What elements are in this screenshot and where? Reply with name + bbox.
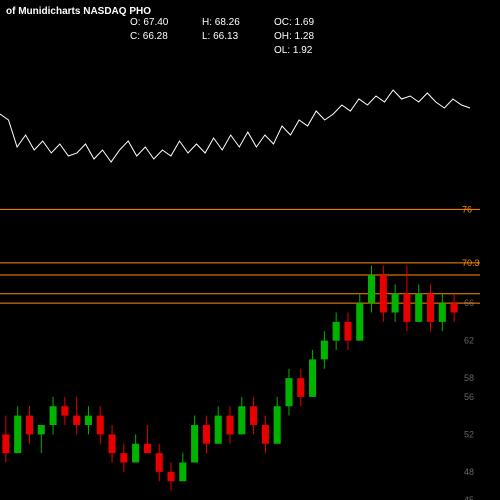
ohlc-close: C: 66.28 xyxy=(130,30,202,44)
candle-body xyxy=(26,416,33,435)
candle-body xyxy=(344,322,351,341)
candle-body xyxy=(97,416,104,435)
y-axis-label: 45 xyxy=(464,495,474,500)
candle-body xyxy=(333,322,340,341)
candle-body xyxy=(85,416,92,425)
candle-body xyxy=(38,425,45,434)
candle-body xyxy=(285,378,292,406)
candle-body xyxy=(262,425,269,444)
candle-body xyxy=(50,406,57,425)
candle-body xyxy=(250,406,257,425)
candle-body xyxy=(179,463,186,482)
candle-body xyxy=(2,434,9,453)
candle-body xyxy=(415,294,422,322)
ohlc-ol: OL: 1.92 xyxy=(274,44,334,58)
candle-body xyxy=(167,472,174,481)
candle-body xyxy=(297,378,304,397)
candle-body xyxy=(61,406,68,415)
ohlc-oc: OC: 1.69 xyxy=(274,16,334,30)
y-axis-label: 56 xyxy=(464,392,474,402)
candle-body xyxy=(274,406,281,444)
resistance-label: 76 xyxy=(462,204,472,214)
ohlc-high: H: 68.26 xyxy=(202,16,274,30)
y-axis-label: 58 xyxy=(464,373,474,383)
candle-body xyxy=(14,416,21,454)
ohlc-low: L: 66.13 xyxy=(202,30,274,44)
candle-body xyxy=(120,453,127,462)
candle-body xyxy=(109,434,116,453)
ohlc-summary: O: 67.40 H: 68.26 OC: 1.69 C: 66.28 L: 6… xyxy=(130,16,334,58)
candle-body xyxy=(368,275,375,303)
resistance-label: 70.3 xyxy=(462,258,480,268)
candle-body xyxy=(321,341,328,360)
candle-body xyxy=(191,425,198,463)
indicator-line xyxy=(0,90,470,162)
candle-body xyxy=(238,406,245,434)
candle-body xyxy=(215,416,222,444)
chart-container: of Munidicharts NASDAQ PHO O: 67.40 H: 6… xyxy=(0,0,500,500)
candlestick-chart: 4548525658626670.376 xyxy=(0,200,480,500)
y-axis-label: 52 xyxy=(464,429,474,439)
candle-body xyxy=(144,444,151,453)
candle-body xyxy=(226,416,233,435)
candle-body xyxy=(392,294,399,313)
ohlc-open: O: 67.40 xyxy=(130,16,202,30)
candle-body xyxy=(403,294,410,322)
candle-body xyxy=(380,275,387,313)
candle-body xyxy=(451,303,458,312)
y-axis-label: 48 xyxy=(464,467,474,477)
candle-body xyxy=(203,425,210,444)
candle-body xyxy=(356,303,363,341)
candle-body xyxy=(309,359,316,397)
ohlc-oh: OH: 1.28 xyxy=(274,30,334,44)
candle-body xyxy=(132,444,139,463)
indicator-line-chart xyxy=(0,60,470,180)
y-axis-label: 62 xyxy=(464,336,474,346)
candle-body xyxy=(156,453,163,472)
candle-body xyxy=(439,303,446,322)
candle-body xyxy=(427,294,434,322)
candle-body xyxy=(73,416,80,425)
